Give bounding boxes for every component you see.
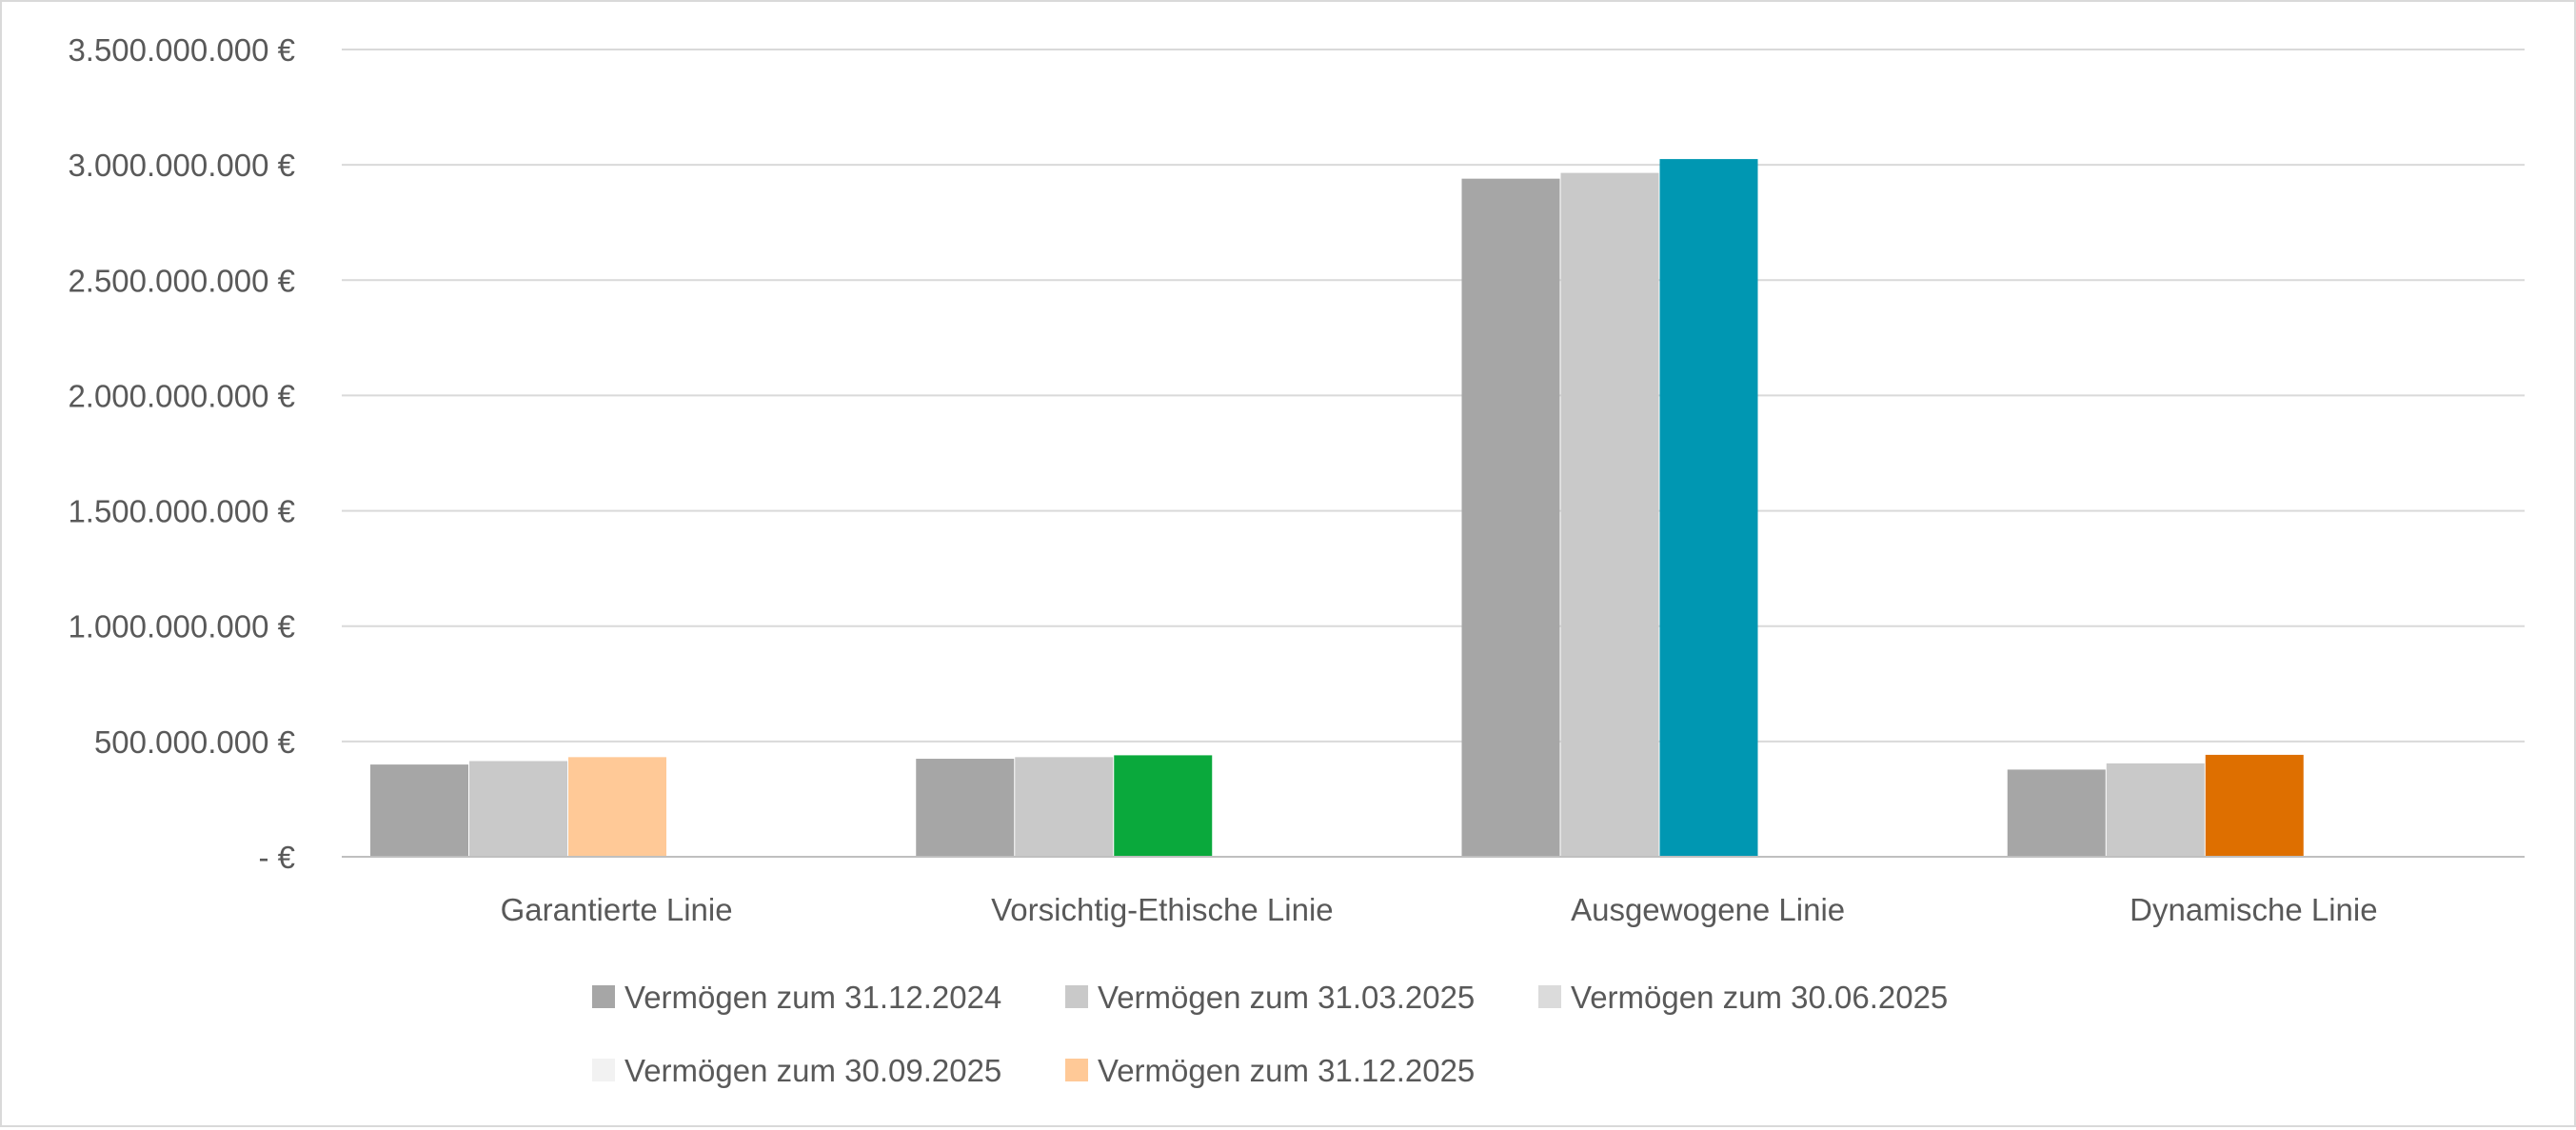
y-tick-label: 500.000.000 € bbox=[94, 724, 295, 760]
y-tick-label: 2.500.000.000 € bbox=[68, 263, 295, 298]
bar-2-series-3 bbox=[1114, 755, 1213, 857]
x-axis-category-labels: Garantierte Linie Vorsichtig-Ethische Lin… bbox=[501, 892, 2378, 927]
bar-2-series-2 bbox=[1015, 757, 1114, 857]
bar-4-series-1 bbox=[2007, 769, 2106, 857]
y-tick-label: - € bbox=[258, 840, 295, 875]
gridlines bbox=[342, 49, 2525, 743]
legend-label: Vermögen zum 31.03.2025 bbox=[1098, 980, 1475, 1015]
legend-label: Vermögen zum 31.12.2024 bbox=[624, 980, 1001, 1015]
y-axis-tick-labels: - € 500.000.000 € 1.000.000.000 € 1.500.000… bbox=[68, 32, 295, 875]
bar-1-series-2 bbox=[469, 761, 567, 857]
y-tick-label: 1.000.000.000 € bbox=[68, 609, 295, 644]
bar-1-series-1 bbox=[370, 764, 468, 857]
bar-3-series-1 bbox=[1461, 178, 1560, 857]
legend-label: Vermögen zum 30.06.2025 bbox=[1571, 980, 1948, 1015]
legend: Vermögen zum 31.12.2024 Vermögen zum 31.0… bbox=[592, 980, 1948, 1088]
x-category-label: Ausgewogene Linie bbox=[1571, 892, 1845, 927]
y-tick-label: 2.000.000.000 € bbox=[68, 378, 295, 413]
bars bbox=[370, 159, 2304, 858]
y-tick-label: 3.000.000.000 € bbox=[68, 148, 295, 183]
bar-1-series-3 bbox=[568, 757, 666, 857]
x-category-label: Dynamische Linie bbox=[2130, 892, 2377, 927]
legend-swatch bbox=[592, 985, 615, 1008]
x-category-label: Garantierte Linie bbox=[501, 892, 733, 927]
bar-2-series-1 bbox=[916, 759, 1015, 857]
bar-3-series-3 bbox=[1659, 159, 1758, 858]
bar-3-series-2 bbox=[1560, 172, 1659, 857]
legend-label: Vermögen zum 30.09.2025 bbox=[624, 1053, 1001, 1088]
y-tick-label: 3.500.000.000 € bbox=[68, 32, 295, 68]
legend-swatch bbox=[1065, 1059, 1088, 1081]
bar-4-series-3 bbox=[2205, 754, 2304, 857]
y-tick-label: 1.500.000.000 € bbox=[68, 494, 295, 529]
legend-label: Vermögen zum 31.12.2025 bbox=[1098, 1053, 1475, 1088]
legend-swatch bbox=[592, 1059, 615, 1081]
legend-swatch bbox=[1065, 985, 1088, 1008]
bar-4-series-2 bbox=[2106, 763, 2205, 857]
x-category-label: Vorsichtig-Ethische Linie bbox=[991, 892, 1334, 927]
legend-swatch bbox=[1538, 985, 1561, 1008]
